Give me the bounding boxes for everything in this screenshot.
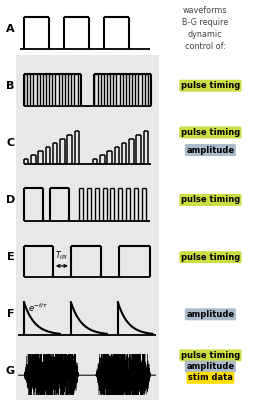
Text: amplitude: amplitude	[186, 362, 234, 371]
Text: E: E	[7, 252, 14, 262]
Text: pulse timing: pulse timing	[181, 196, 240, 204]
Text: amplitude: amplitude	[186, 310, 234, 319]
Text: stim data: stim data	[188, 373, 233, 382]
Text: amplitude: amplitude	[186, 146, 234, 154]
Text: pulse timing: pulse timing	[181, 81, 240, 90]
Text: G: G	[6, 366, 15, 376]
Text: A: A	[6, 24, 15, 34]
Text: $e^{-t/\tau}$: $e^{-t/\tau}$	[28, 302, 48, 314]
Text: pulse timing: pulse timing	[181, 351, 240, 360]
Text: D: D	[6, 195, 15, 205]
Text: pulse timing: pulse timing	[181, 128, 240, 137]
Text: F: F	[7, 309, 14, 319]
Text: $T_{IPI}$: $T_{IPI}$	[55, 250, 68, 262]
Text: B: B	[6, 81, 15, 91]
Text: waveforms
B-G require
dynamic
control of:: waveforms B-G require dynamic control of…	[182, 6, 228, 52]
Text: pulse timing: pulse timing	[181, 253, 240, 262]
Text: C: C	[7, 138, 14, 148]
